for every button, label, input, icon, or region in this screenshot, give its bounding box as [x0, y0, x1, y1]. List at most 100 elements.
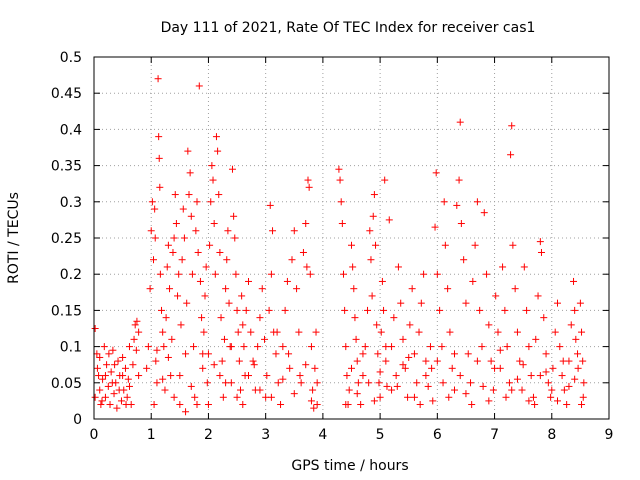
- y-tick-label: 0.2: [60, 267, 82, 283]
- data-point: [335, 165, 343, 173]
- data-point: [559, 357, 567, 365]
- data-point: [115, 386, 123, 394]
- data-point: [219, 393, 227, 401]
- data-point: [366, 227, 374, 235]
- plot-frame: [93, 56, 610, 420]
- data-point: [341, 306, 349, 314]
- data-point: [485, 321, 493, 329]
- data-point: [217, 314, 225, 322]
- data-point: [239, 321, 247, 329]
- data-point: [337, 198, 345, 206]
- data-point: [285, 350, 293, 358]
- y-axis-tick-labels: 0 0.05 0.1 0.15 0.2 0.25 0.3 0.35 0.4 0.45 0.5: [51, 50, 82, 428]
- data-point: [195, 82, 203, 90]
- data-point: [352, 335, 360, 343]
- data-point: [456, 118, 464, 126]
- data-point: [313, 379, 321, 387]
- data-point: [106, 401, 114, 409]
- data-point: [101, 393, 109, 401]
- x-axis-title: GPS time / hours: [291, 458, 408, 474]
- data-point: [155, 133, 163, 141]
- data-point: [571, 306, 579, 314]
- data-point: [254, 343, 262, 351]
- data-point: [339, 270, 347, 278]
- data-point: [473, 198, 481, 206]
- data-point: [540, 314, 548, 322]
- x-tick-label: 9: [605, 427, 614, 443]
- data-point: [125, 343, 133, 351]
- y-tick-label: 0.35: [51, 159, 82, 175]
- y-tick-label: 0.4: [60, 122, 82, 138]
- data-point: [307, 397, 315, 405]
- data-point: [578, 401, 586, 409]
- data-point: [509, 241, 517, 249]
- data-point: [338, 220, 346, 228]
- data-point: [448, 364, 456, 372]
- data-point: [184, 147, 192, 155]
- data-point: [164, 353, 172, 361]
- data-point: [190, 343, 198, 351]
- data-point: [258, 285, 266, 293]
- data-point: [570, 277, 578, 285]
- data-point: [168, 335, 176, 343]
- data-point: [277, 401, 285, 409]
- data-point: [174, 292, 182, 300]
- data-point: [404, 393, 412, 401]
- data-point: [367, 256, 375, 264]
- data-point: [152, 357, 160, 365]
- data-point: [534, 292, 542, 300]
- data-point: [560, 386, 568, 394]
- data-point: [451, 386, 458, 394]
- data-point: [175, 270, 183, 278]
- data-point: [348, 364, 355, 372]
- data-point: [202, 263, 210, 271]
- data-point: [211, 270, 219, 278]
- data-point: [99, 375, 107, 383]
- data-point: [135, 372, 143, 380]
- data-point: [429, 397, 437, 405]
- data-point: [563, 401, 571, 409]
- data-point: [223, 256, 231, 264]
- data-point: [574, 364, 582, 372]
- data-point: [131, 321, 139, 329]
- y-tick-label: 0: [73, 412, 82, 428]
- data-point: [476, 306, 484, 314]
- data-point: [502, 393, 510, 401]
- data-point: [265, 306, 273, 314]
- data-point: [162, 314, 170, 322]
- data-point: [369, 212, 377, 220]
- data-point: [357, 401, 365, 409]
- data-point: [290, 227, 298, 235]
- data-point: [388, 386, 396, 394]
- data-point: [353, 390, 361, 398]
- data-point: [93, 350, 101, 358]
- data-point: [132, 346, 140, 354]
- data-point: [432, 169, 440, 177]
- data-point: [348, 241, 355, 249]
- data-point: [505, 379, 513, 387]
- data-point: [179, 205, 187, 213]
- data-point: [245, 277, 252, 285]
- data-point: [349, 263, 357, 271]
- data-point: [342, 343, 350, 351]
- data-point: [361, 343, 369, 351]
- data-point: [156, 270, 164, 278]
- data-point: [238, 292, 246, 300]
- data-point: [256, 314, 264, 322]
- data-point: [97, 401, 105, 409]
- data-point: [478, 343, 486, 351]
- data-point: [343, 372, 351, 380]
- data-point: [574, 350, 582, 358]
- data-point: [146, 285, 154, 293]
- data-point: [305, 183, 313, 191]
- data-point: [536, 372, 544, 380]
- data-point: [571, 375, 579, 383]
- data-point: [523, 306, 531, 314]
- data-point: [511, 285, 519, 293]
- data-point: [370, 397, 378, 405]
- data-point: [471, 241, 479, 249]
- data-point: [544, 379, 552, 387]
- data-point: [290, 390, 298, 398]
- data-point: [293, 285, 301, 293]
- data-point: [262, 393, 270, 401]
